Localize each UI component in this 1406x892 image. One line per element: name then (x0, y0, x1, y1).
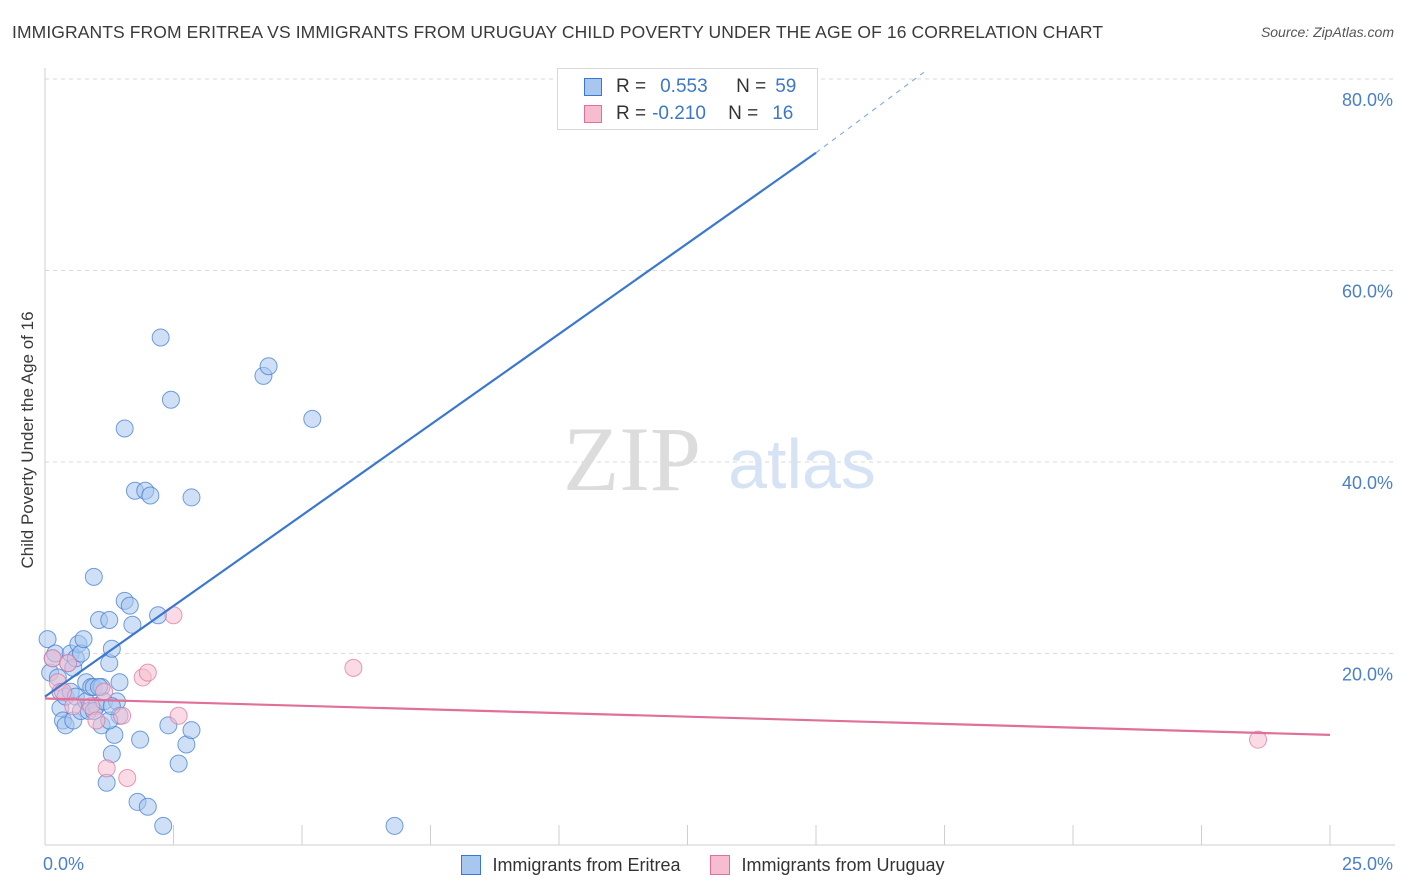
eritrea-point (182, 721, 201, 740)
eritrea-point (141, 486, 160, 505)
eritrea-r-label: R = (616, 76, 647, 97)
uruguay-point (64, 697, 83, 716)
uruguay-point (43, 649, 62, 668)
y-tick-label-20: 20.0% (1342, 665, 1393, 685)
uruguay-point (118, 768, 137, 787)
eritrea-point (154, 816, 173, 835)
uruguay-point (59, 654, 78, 673)
x-tick-label-25: 25.0% (1342, 854, 1393, 874)
eritrea-legend-swatch-icon (461, 855, 482, 875)
legend-label-uruguay: Immigrants from Uruguay (741, 854, 945, 875)
uruguay-r-label: R = (616, 103, 647, 124)
tick-labels: 20.0% 40.0% 60.0% 80.0% 0.0% 25.0% (43, 90, 1393, 874)
eritrea-point (115, 419, 134, 438)
uruguay-r-value: -0.210 (652, 103, 706, 124)
eritrea-point (38, 630, 57, 649)
eritrea-point (151, 328, 170, 347)
uruguay-legend-swatch-icon (710, 855, 731, 875)
uruguay-point (95, 682, 114, 701)
eritrea-point (259, 357, 278, 376)
eritrea-r-value: 0.553 (660, 76, 708, 97)
uruguay-point (138, 663, 157, 682)
y-tick-label-40: 40.0% (1342, 473, 1393, 493)
stats-box: R = 0.553 N = 59 R = -0.210 N = 16 (557, 68, 818, 130)
uruguay-point (97, 759, 116, 778)
eritrea-point (182, 488, 201, 507)
watermark-zip: ZIP (563, 408, 701, 510)
trend-lines (44, 71, 1331, 736)
uruguay-swatch-icon (584, 105, 602, 123)
stats-row-uruguay: R = -0.210 N = 16 (584, 101, 793, 127)
uruguay-point (1249, 730, 1268, 749)
legend-item-eritrea[interactable]: Immigrants from Eritrea (461, 852, 680, 878)
eritrea-trend-line (44, 151, 817, 698)
legend-label-eritrea: Immigrants from Eritrea (492, 854, 681, 875)
uruguay-point (113, 706, 132, 725)
eritrea-point (123, 615, 142, 634)
uruguay-points (43, 606, 1268, 787)
uruguay-trend-line (44, 697, 1331, 736)
uruguay-n-value: 16 (772, 103, 794, 124)
eritrea-n-value: 59 (775, 76, 797, 97)
y-tick-label-60: 60.0% (1342, 282, 1393, 302)
uruguay-n-label: N = (728, 103, 759, 124)
eritrea-trend-extension (815, 71, 925, 154)
uruguay-point (169, 706, 188, 725)
eritrea-point (303, 409, 322, 428)
eritrea-swatch-icon (584, 78, 602, 96)
axes (44, 68, 1395, 846)
eritrea-point (169, 754, 188, 773)
uruguay-point (344, 658, 363, 677)
eritrea-point (120, 596, 139, 615)
y-tick-label-80: 80.0% (1342, 90, 1393, 110)
eritrea-point (138, 797, 157, 816)
eritrea-point (84, 567, 103, 586)
y-axis-label-wrap: Child Poverty Under the Age of 16 (16, 230, 40, 650)
eritrea-point (131, 730, 150, 749)
stats-row-eritrea: R = 0.553 N = 59 (584, 74, 796, 100)
eritrea-point (74, 630, 93, 649)
eritrea-n-label: N = (736, 76, 767, 97)
legend: Immigrants from Eritrea Immigrants from … (0, 852, 1406, 878)
watermark: ZIP atlas (563, 408, 876, 510)
eritrea-point (161, 390, 180, 409)
chart-title: IMMIGRANTS FROM ERITREA VS IMMIGRANTS FR… (12, 22, 1104, 42)
gridlines (45, 78, 1395, 654)
watermark-atlas: atlas (728, 425, 876, 503)
eritrea-point (100, 610, 119, 629)
uruguay-point (87, 711, 106, 730)
eritrea-point (385, 816, 404, 835)
legend-item-uruguay[interactable]: Immigrants from Uruguay (710, 852, 945, 878)
x-tick-label-0: 0.0% (43, 854, 84, 874)
y-axis-label: Child Poverty Under the Age of 16 (18, 311, 37, 569)
source-credit: Source: ZipAtlas.com (1260, 24, 1394, 40)
eritrea-point (110, 673, 129, 692)
